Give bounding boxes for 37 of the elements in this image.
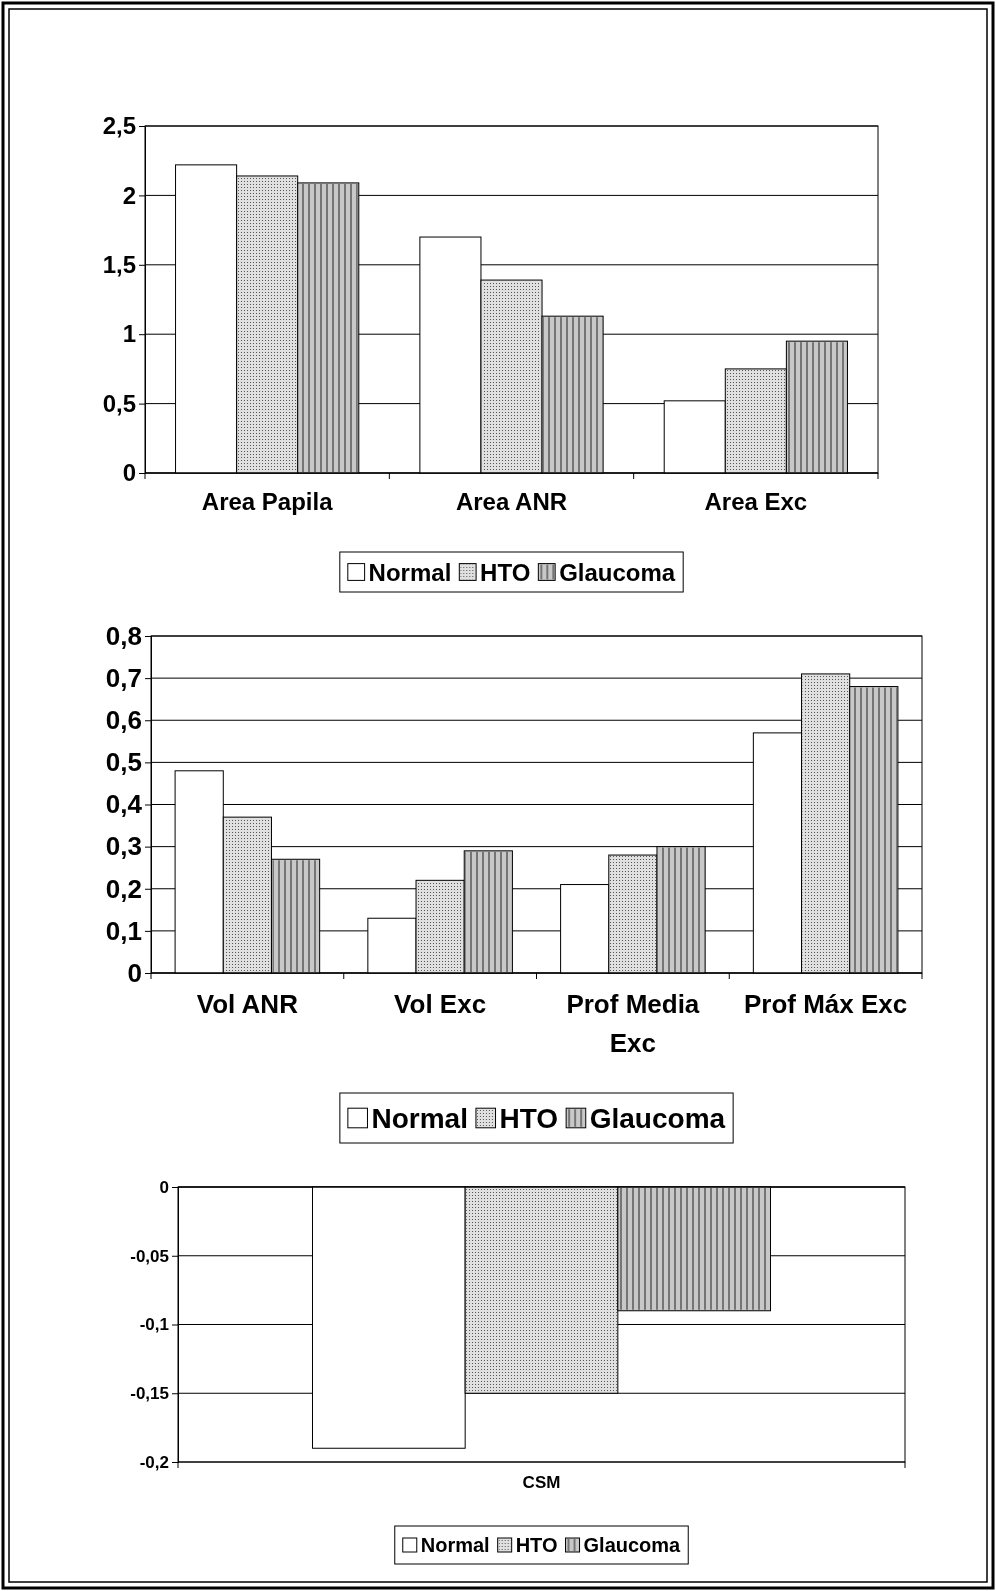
y-tick-label: -0,2 [139,1452,169,1472]
legend-label: HTO [499,1103,559,1135]
y-tick-label: 0,2 [105,873,142,904]
legend-label: Glaucoma [589,1103,726,1135]
legend-label: Normal [420,1534,490,1557]
x-tick-label: Area Exc [704,488,808,516]
y-tick-label: 0 [159,1177,169,1197]
y-tick-label: 2,5 [102,112,136,140]
legend-label: Normal [371,1103,468,1135]
legend-label: HTO [480,558,531,586]
x-tick-label: CSM [522,1473,561,1493]
y-tick-label: 0,1 [105,915,142,946]
legend-label: HTO [515,1534,558,1557]
legend-label: Glaucoma [559,558,676,586]
y-tick-label: 0 [127,957,142,988]
y-tick-label: 0,4 [105,789,143,820]
x-tick-label: Area Papila [201,488,334,516]
legend-label: Glaucoma [583,1534,682,1557]
x-tick-label: Vol Exc [394,989,487,1020]
y-tick-label: 1,5 [102,250,136,278]
y-tick-label: 0 [122,459,136,487]
x-tick-label: Prof Media Exc [566,989,700,1059]
y-tick-label: 0,3 [105,831,142,862]
y-tick-label: 0,8 [105,620,142,651]
x-tick-label: Vol ANR [196,989,299,1020]
x-tick-label: Area ANR [455,488,568,516]
y-tick-label: 0,7 [105,662,142,693]
x-tick-label: Prof Máx Exc [743,989,908,1020]
y-tick-label: -0,15 [130,1384,169,1404]
y-tick-label: 2 [122,181,136,209]
y-tick-label: 0,6 [105,705,142,736]
y-tick-label: 0,5 [105,747,142,778]
y-tick-label: 0,5 [102,389,136,417]
y-tick-label: -0,05 [130,1246,169,1266]
y-tick-label: 1 [122,320,136,348]
y-tick-label: -0,1 [139,1315,169,1335]
legend-label: Normal [368,558,452,586]
